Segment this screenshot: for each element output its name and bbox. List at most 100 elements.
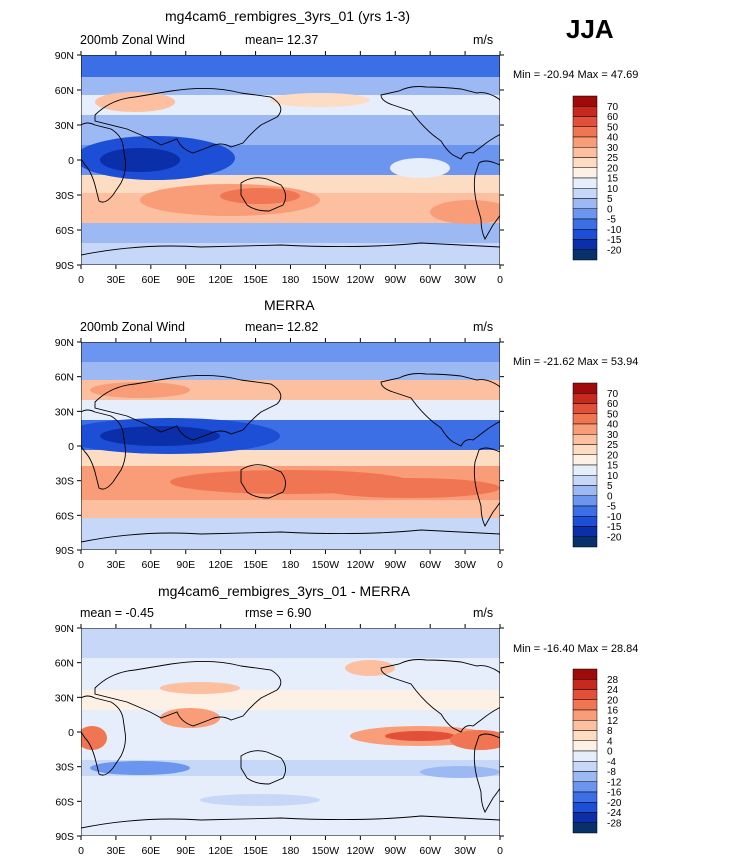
lon-tick-label: 60W: [419, 845, 441, 857]
lat-tick-label: 30N: [55, 692, 74, 704]
lon-tick-label: 90E: [176, 559, 195, 571]
colorbar-swatch: [572, 229, 598, 240]
lon-tick-label: 120W: [347, 274, 375, 286]
colorbar-label: 60: [607, 112, 619, 123]
lat-tick-label: 60S: [55, 510, 74, 522]
panel-3-map: [81, 628, 500, 836]
lon-tick-label: 150W: [312, 274, 340, 286]
lat-tick-label: 90S: [55, 260, 74, 272]
lat-tick-label: 30S: [55, 190, 74, 202]
panel-2-variable-label: 200mb Zonal Wind: [80, 320, 185, 334]
colorbar-swatch: [572, 791, 598, 803]
colorbar-label: 40: [607, 420, 619, 431]
colorbar-swatch: [572, 771, 598, 782]
colorbar-label: -8: [607, 767, 616, 778]
lat-tick-label: 30N: [55, 406, 74, 418]
colorbar-label: 15: [607, 174, 619, 185]
colorbar-swatch: [572, 750, 598, 762]
panel-1-axes: 90N 60N 30N 0 30S 60S 90S 0 30E 60E 90E 120E 150E 180…: [55, 50, 504, 286]
lon-tick-label: 150W: [312, 559, 340, 571]
colorbar-label: -20: [607, 798, 622, 809]
colorbar-label: 0: [607, 747, 613, 758]
colorbar-label: -15: [607, 522, 622, 533]
lon-tick-label: 90W: [384, 274, 406, 286]
colorbar-label: 10: [607, 471, 619, 482]
panel-2-minmax: Min = -21.62 Max = 53.94: [513, 356, 639, 368]
panel-3-units: m/s: [473, 606, 494, 620]
colorbar-swatch: [572, 403, 598, 414]
lat-tick-label: 0: [68, 155, 74, 167]
colorbar-label: -10: [607, 225, 622, 236]
colorbar-swatch: [572, 167, 598, 179]
lon-tick-label: 60E: [141, 845, 160, 857]
colorbar-swatch: [572, 699, 598, 711]
panel-3-title: mg4cam6_rembigres_3yrs_01 - MERRA: [158, 583, 411, 599]
colorbar-label: 50: [607, 122, 619, 133]
lon-tick-label: 60E: [141, 274, 160, 286]
lat-tick-label: 90N: [55, 337, 74, 349]
colorbar-swatch: [572, 188, 598, 199]
lon-tick-label: 30E: [107, 559, 126, 571]
colorbar-label: -28: [607, 818, 622, 829]
lon-tick-label: 60W: [419, 274, 441, 286]
colorbar-swatch: [572, 136, 598, 148]
colorbar-label: 8: [607, 726, 613, 737]
colorbar-label: 20: [607, 163, 619, 174]
colorbar-swatch: [572, 740, 598, 752]
panel-3-minmax: Min = -16.40 Max = 28.84: [513, 643, 639, 655]
lon-tick-label: 90W: [384, 845, 406, 857]
colorbar-label: 0: [607, 204, 613, 215]
colorbar-swatch: [572, 454, 598, 466]
colorbar-label: 25: [607, 440, 619, 451]
panel-2-axes: 90N 60N 30N 0 30S 60S 90S 0 30E 60E 90E 120E 150E 180…: [55, 337, 504, 571]
colorbar-label: 30: [607, 430, 619, 441]
colorbar-swatch: [572, 781, 598, 793]
colorbar-swatch: [572, 516, 598, 527]
colorbar-swatch: [572, 720, 598, 731]
lat-tick-label: 90N: [55, 50, 74, 62]
colorbar-swatch: [572, 679, 598, 690]
lon-tick-label: 60W: [419, 559, 441, 571]
season-label: JJA: [566, 14, 614, 44]
colorbar-swatch: [572, 689, 598, 700]
colorbar-label: 16: [607, 706, 619, 717]
colorbar-label: 25: [607, 153, 619, 164]
lon-tick-label: 120E: [208, 845, 233, 857]
colorbar-swatch: [572, 198, 598, 209]
colorbar-swatch: [572, 709, 598, 721]
colorbar-swatch: [572, 208, 598, 220]
lon-tick-label: 150E: [243, 274, 268, 286]
colorbar-swatch: [572, 505, 598, 517]
panel-1-units: m/s: [473, 33, 494, 47]
lat-tick-label: 90S: [55, 545, 74, 557]
colorbar-swatch: [572, 393, 598, 404]
lat-tick-label: 60S: [55, 796, 74, 808]
colorbar-label: 12: [607, 716, 619, 727]
lon-tick-label: 30W: [454, 845, 476, 857]
lat-tick-label: 90N: [55, 623, 74, 635]
colorbar-label: 4: [607, 736, 613, 747]
colorbar-swatch: [572, 536, 598, 548]
colorbar-label: 15: [607, 461, 619, 472]
colorbar-label: -5: [607, 502, 616, 513]
colorbar-label: -20: [607, 245, 622, 256]
panel-3-axes: 90N 60N 30N 0 30S 60S 90S 0 30E 60E 90E 120E 150E 180…: [55, 623, 504, 857]
colorbar-label: 28: [607, 675, 619, 686]
panel-2-title: MERRA: [264, 297, 315, 313]
lat-tick-label: 30S: [55, 476, 74, 488]
lon-tick-label: 120E: [208, 559, 233, 571]
lon-tick-label: 0: [497, 845, 503, 857]
lon-tick-label: 90E: [176, 274, 195, 286]
colorbar-swatch: [572, 822, 598, 834]
lon-tick-label: 90E: [176, 845, 195, 857]
lon-tick-label: 120W: [347, 845, 375, 857]
colorbar-label: -4: [607, 757, 616, 768]
lon-tick-label: 60E: [141, 559, 160, 571]
colorbar-swatch: [572, 95, 598, 107]
colorbar-swatch: [572, 475, 598, 486]
colorbar-swatch: [572, 147, 598, 158]
lon-tick-label: 150E: [243, 845, 268, 857]
colorbar-label: -10: [607, 512, 622, 523]
panel-3-rmse-label: rmse = 6.90: [245, 606, 312, 620]
